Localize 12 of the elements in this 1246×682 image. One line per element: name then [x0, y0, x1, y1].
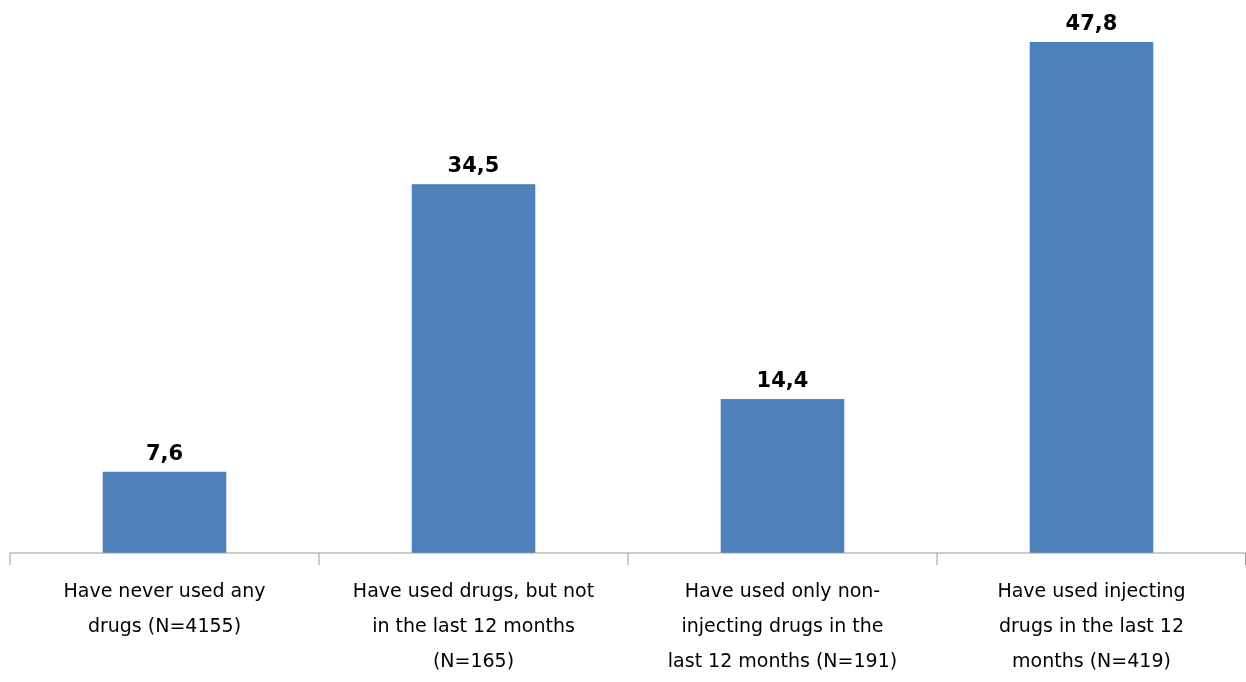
x-tick-label: Have used drugs, but not in the last 12 months (N=165): [352, 579, 595, 671]
data-label: 7,6: [145, 440, 184, 465]
x-tick-label: Have used only non-injecting drugs in the last 12 months (N=191): [667, 579, 898, 671]
data-label: 14,4: [756, 368, 809, 393]
bar: [102, 471, 227, 553]
data-label: 34,5: [447, 153, 500, 178]
bar: [1029, 42, 1154, 553]
x-tick-label: Have never used any drugs (N=4155): [63, 579, 266, 636]
bar: [720, 399, 845, 553]
data-label: 47,8: [1065, 11, 1118, 35]
x-tick-label: Have used injecting drugs in the last 12 months (N=419): [997, 579, 1186, 671]
bar: [411, 184, 536, 553]
